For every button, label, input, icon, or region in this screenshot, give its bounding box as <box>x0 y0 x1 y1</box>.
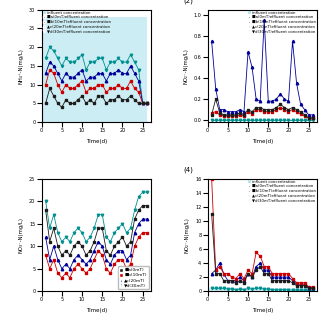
Legend: influent concentration, ■a(0mT)effluent concentration, ■b(10mT)effluent concentr: influent concentration, ■a(0mT)effluent … <box>247 10 316 34</box>
Text: (2): (2) <box>184 0 194 4</box>
Y-axis label: NH₄⁺-N(mg/L): NH₄⁺-N(mg/L) <box>19 48 24 84</box>
Text: (4): (4) <box>184 167 194 173</box>
Y-axis label: NO₂⁻-N(mg/L): NO₂⁻-N(mg/L) <box>185 217 189 253</box>
Legend: influent concentration, ■a(0mT)effluent concentration, ■b(10mT)effluent concentr: influent concentration, ■a(0mT)effluent … <box>42 10 111 34</box>
Legend: ■a(0mT), ■b(10mT), ▲c(20mT), ▼d(30mT): ■a(0mT), ■b(10mT), ▲c(20mT), ▼d(30mT) <box>118 266 148 289</box>
Y-axis label: NO₂⁻-N(mg/L): NO₂⁻-N(mg/L) <box>183 48 188 84</box>
X-axis label: Time(d): Time(d) <box>85 308 107 313</box>
Legend: influent concentration, ■a(0mT)effluent concentration, ■b(10mT)effluent concentr: influent concentration, ■a(0mT)effluent … <box>247 179 316 203</box>
Y-axis label: NO₃⁻-N(mg/L): NO₃⁻-N(mg/L) <box>19 217 24 253</box>
X-axis label: Time(d): Time(d) <box>252 139 273 144</box>
X-axis label: Time(d): Time(d) <box>85 139 107 144</box>
X-axis label: Time(d): Time(d) <box>252 308 273 313</box>
